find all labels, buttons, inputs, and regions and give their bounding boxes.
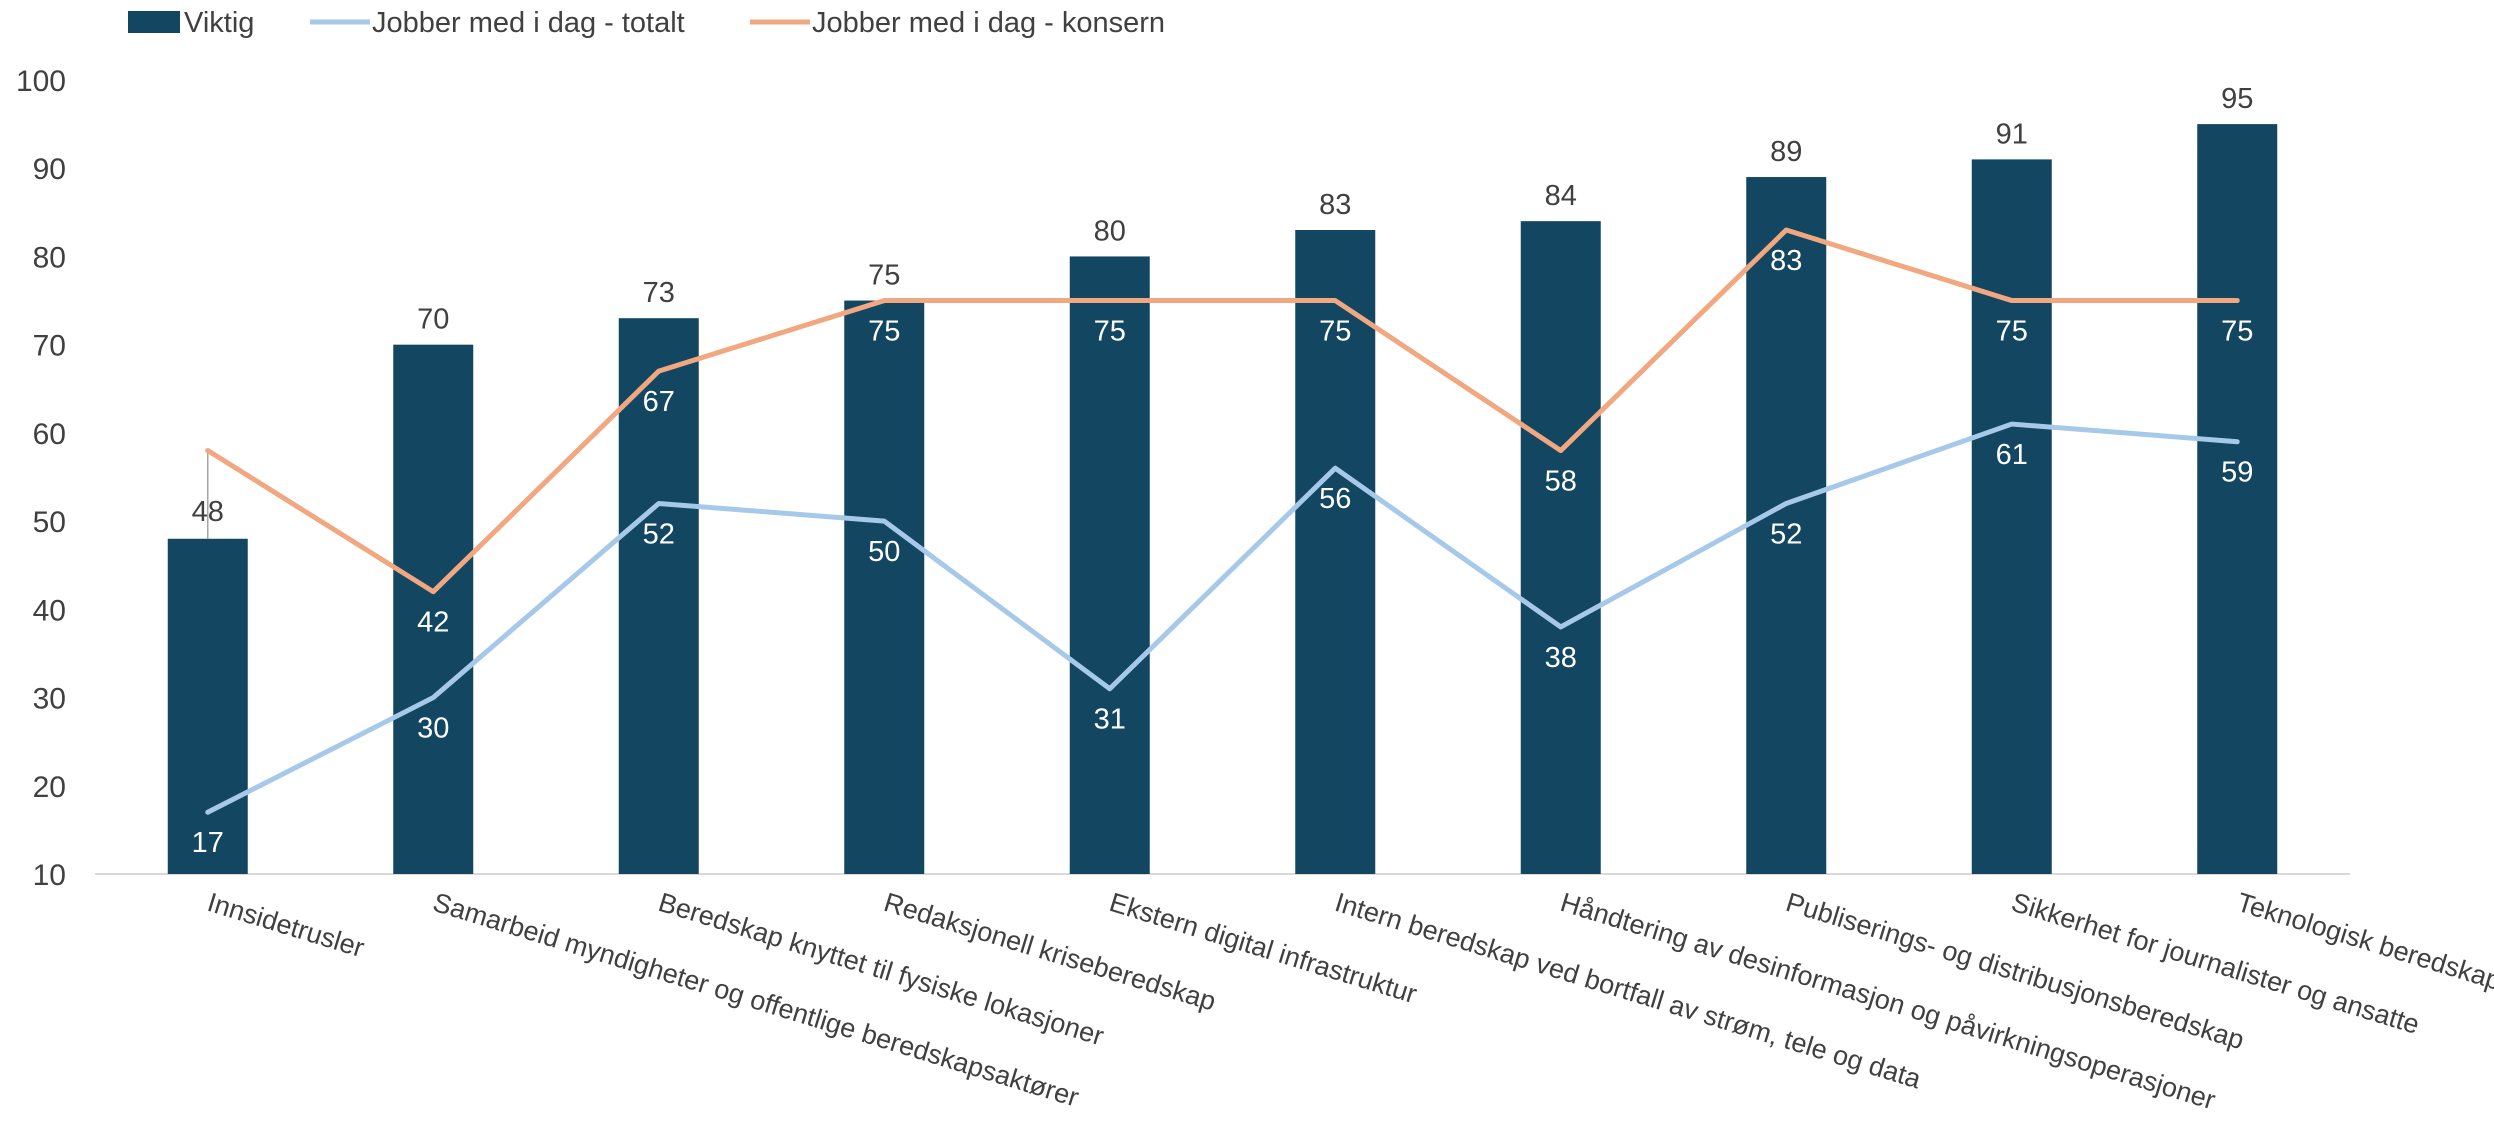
bar-value-label: 95: [2221, 83, 2253, 115]
bar: [1971, 159, 2052, 874]
totalt-value-label: 56: [1319, 483, 1351, 515]
bar: [1746, 177, 1827, 875]
totalt-value-label: 38: [1545, 642, 1577, 674]
y-tick-label: 60: [33, 418, 66, 451]
y-tick-label: 40: [33, 594, 66, 627]
bar: [1069, 256, 1150, 874]
bar: [393, 344, 474, 875]
x-axis: Innsidetrusler Samarbeid myndigheter og o…: [204, 887, 2494, 1115]
bar: [844, 300, 925, 874]
bar-value-label: 48: [192, 496, 224, 528]
bar-value-label: 91: [1996, 118, 2028, 150]
totalt-value-label: 52: [643, 518, 675, 550]
legend-item: Jobber med i dag - konsern: [750, 7, 1165, 39]
bar-value-label: 83: [1319, 189, 1351, 221]
totalt-value-label: 31: [1094, 704, 1126, 736]
y-tick-label: 100: [16, 65, 66, 98]
totalt-value-label: 17: [192, 827, 224, 859]
data-labels: 48 70 73 75 80 83 84 89 91 95 58 42 67 75 75 75 58 83 75 75…: [192, 83, 2254, 859]
totalt-value-label: 52: [1770, 518, 1802, 550]
konsern-value-label: 75: [1319, 316, 1351, 348]
legend-label: Viktig: [184, 7, 254, 39]
konsern-value-label: 75: [868, 316, 900, 348]
legend-swatch: [128, 11, 180, 33]
line-konsern: [205, 227, 2240, 595]
konsern-value-label: 42: [417, 607, 449, 639]
y-tick-label: 30: [33, 683, 66, 716]
bar-value-label: 89: [1770, 136, 1802, 168]
bar-value-label: 84: [1545, 180, 1577, 212]
x-tick-label: Innsidetrusler: [204, 887, 368, 963]
legend-label: Jobber med i dag - konsern: [812, 7, 1165, 39]
bar-value-label: 75: [868, 260, 900, 292]
konsern-value-label: 75: [1094, 316, 1126, 348]
totalt-value-label: 30: [417, 713, 449, 745]
konsern-value-label: 75: [1996, 316, 2028, 348]
konsern-value-label: 58: [1545, 466, 1577, 498]
bar-value-label: 80: [1094, 215, 1126, 247]
bar: [1295, 229, 1376, 874]
y-tick-label: 70: [33, 330, 66, 363]
konsern-value-label: 58: [192, 466, 224, 498]
legend-item: Jobber med i dag - totalt: [310, 7, 685, 39]
totalt-value-label: 59: [2221, 457, 2253, 489]
y-tick-label: 80: [33, 241, 66, 274]
lines: [205, 227, 2240, 815]
bars: [167, 124, 2278, 875]
konsern-value-label: 67: [643, 386, 675, 418]
legend-item: Viktig: [128, 7, 254, 39]
bar: [1520, 221, 1601, 875]
line-totalt: [205, 421, 2240, 815]
bar: [618, 318, 699, 874]
bar: [2197, 124, 2278, 875]
totalt-value-label: 50: [868, 536, 900, 568]
bar: [167, 538, 248, 874]
y-tick-label: 50: [33, 506, 66, 539]
legend: Viktig Jobber med i dag - totalt Jobber me…: [128, 7, 1165, 39]
y-tick-label: 20: [33, 771, 66, 804]
totalt-value-label: 61: [1996, 439, 2028, 471]
konsern-value-label: 83: [1770, 245, 1802, 277]
bar-value-label: 73: [643, 277, 675, 309]
konsern-value-label: 75: [2221, 316, 2253, 348]
y-tick-label: 10: [33, 859, 66, 892]
legend-label: Jobber med i dag - totalt: [372, 7, 685, 39]
y-axis: 10 20 30 40 50 60 70 80 90 100: [16, 65, 66, 892]
y-tick-label: 90: [33, 153, 66, 186]
bar-value-label: 70: [417, 304, 449, 336]
